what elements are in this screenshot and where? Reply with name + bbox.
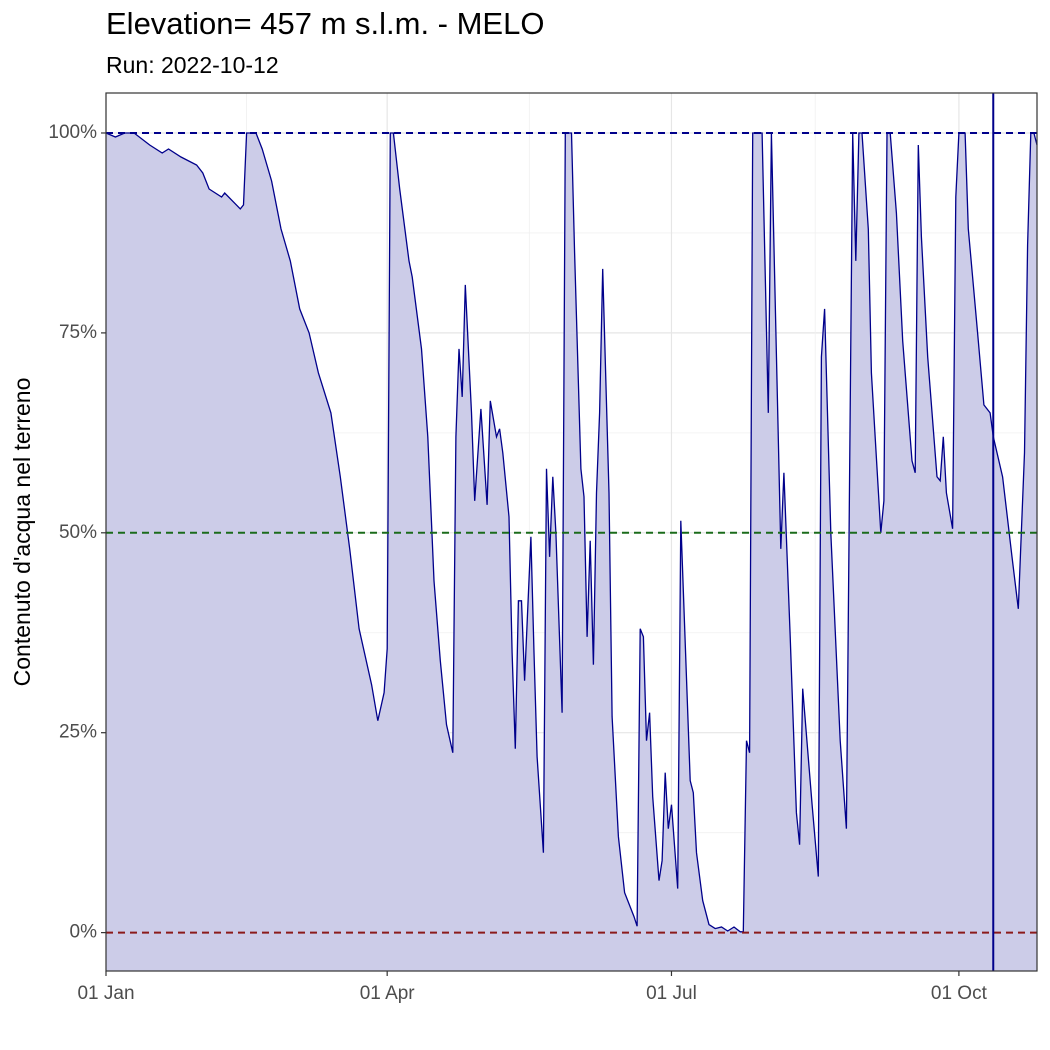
x-tick-label: 01 Apr — [360, 983, 416, 1004]
area — [106, 133, 1037, 971]
x-tick-label: 01 Jul — [646, 983, 697, 1004]
y-axis-label: Contenuto d'acqua nel terreno — [9, 378, 35, 687]
y-tick-label: 50% — [59, 522, 97, 543]
x-tick-label: 01 Jan — [77, 983, 134, 1004]
y-tick-label: 75% — [59, 322, 97, 343]
chart-title: Elevation= 457 m s.l.m. - MELO — [106, 6, 544, 41]
y-tick-label: 25% — [59, 722, 97, 743]
y-tick-label: 0% — [70, 922, 98, 943]
y-tick-label: 100% — [48, 122, 97, 143]
chart-subtitle: Run: 2022-10-12 — [106, 52, 279, 78]
plot-frame — [105, 92, 1038, 972]
x-tick-label: 01 Oct — [931, 983, 988, 1004]
line — [105, 132, 1038, 933]
